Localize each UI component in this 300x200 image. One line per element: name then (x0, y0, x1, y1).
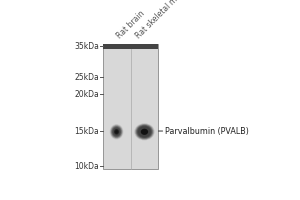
Ellipse shape (136, 125, 153, 139)
Text: Parvalbumin (PVALB): Parvalbumin (PVALB) (158, 127, 249, 136)
Ellipse shape (142, 130, 146, 133)
Ellipse shape (135, 124, 154, 140)
Ellipse shape (113, 128, 120, 135)
Ellipse shape (114, 129, 119, 135)
Text: 10kDa: 10kDa (74, 162, 99, 171)
Ellipse shape (138, 126, 151, 137)
Text: 25kDa: 25kDa (74, 73, 99, 82)
Ellipse shape (113, 128, 120, 136)
Ellipse shape (112, 126, 122, 137)
Bar (103, 44, 158, 49)
Ellipse shape (116, 131, 117, 133)
Ellipse shape (140, 128, 149, 136)
Ellipse shape (110, 125, 123, 139)
Text: Rat skeletal muscle: Rat skeletal muscle (134, 0, 194, 40)
Ellipse shape (134, 123, 154, 140)
Ellipse shape (112, 127, 121, 137)
Ellipse shape (115, 130, 118, 133)
Text: 20kDa: 20kDa (74, 90, 99, 99)
Ellipse shape (141, 129, 148, 135)
Ellipse shape (139, 127, 150, 136)
Text: 35kDa: 35kDa (74, 42, 99, 51)
Ellipse shape (111, 125, 122, 138)
Ellipse shape (115, 130, 119, 134)
Bar (103, 44, 158, 169)
Ellipse shape (137, 126, 152, 138)
Text: Rat brain: Rat brain (116, 9, 147, 40)
Text: 15kDa: 15kDa (74, 127, 99, 136)
Ellipse shape (110, 124, 124, 140)
Ellipse shape (142, 129, 147, 134)
Ellipse shape (143, 131, 146, 133)
